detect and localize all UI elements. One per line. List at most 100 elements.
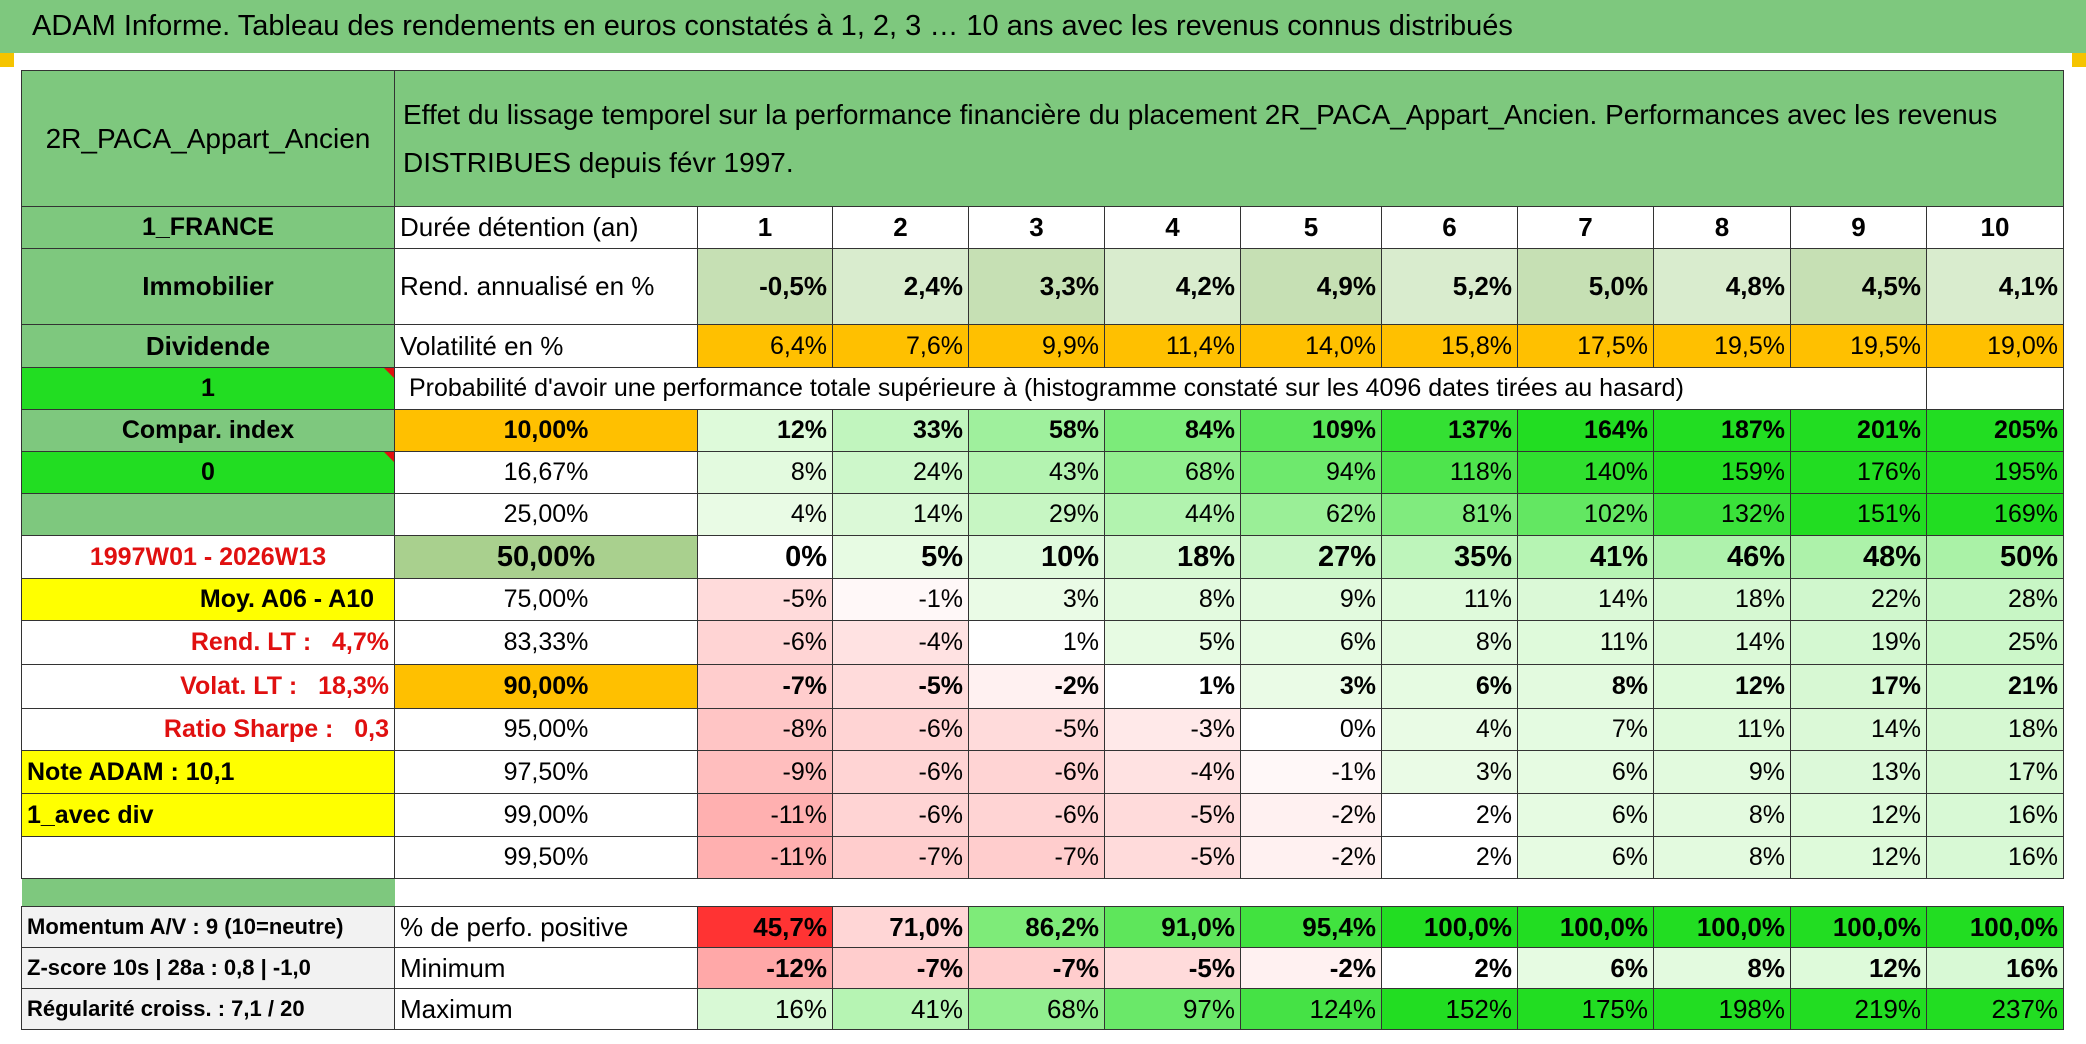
quantile-label: 75,00% <box>394 578 698 621</box>
quantile-value: -2% <box>1240 793 1382 837</box>
bottom-value: 175% <box>1517 988 1654 1030</box>
year-header: 5 <box>1240 206 1382 249</box>
quantile-value: -5% <box>697 578 833 621</box>
bottom-value: -7% <box>968 947 1105 989</box>
rend-label: Rend. annualisé en % <box>394 248 698 325</box>
quantile-value: -11% <box>697 836 833 879</box>
quantile-value: 6% <box>1517 750 1654 794</box>
regularite: Régularité croiss. : 7,1 / 20 <box>21 988 395 1030</box>
quantile-value: 44% <box>1104 493 1241 536</box>
corner-marker-left <box>0 53 14 67</box>
bottom-value: 71,0% <box>832 906 969 948</box>
quantile-value: 4% <box>1381 708 1518 751</box>
year-header: 7 <box>1517 206 1654 249</box>
quantile-value: -7% <box>832 836 969 879</box>
bottom-value: 219% <box>1790 988 1927 1030</box>
quantile-value: 187% <box>1653 409 1791 452</box>
rend-value: 4,9% <box>1240 248 1382 325</box>
bottom-label: Minimum <box>394 947 698 989</box>
quantile-value: 13% <box>1790 750 1927 794</box>
avec-div: 1_avec div <box>21 793 395 837</box>
volat-label: Volatilité en % <box>394 324 698 368</box>
quantile-value: 10% <box>968 535 1105 579</box>
quantile-label: 99,50% <box>394 836 698 879</box>
quantile-value: 140% <box>1517 451 1654 494</box>
quantile-value: 195% <box>1926 451 2064 494</box>
bottom-value: -5% <box>1104 947 1241 989</box>
quantile-value: 6% <box>1517 793 1654 837</box>
quantile-value: -6% <box>968 750 1105 794</box>
sharpe: Ratio Sharpe : 0,3 <box>21 708 395 751</box>
rend-value: 5,0% <box>1517 248 1654 325</box>
volat-value: 15,8% <box>1381 324 1518 368</box>
note-adam: Note ADAM : 10,1 <box>21 750 395 794</box>
quantile-value: 7% <box>1517 708 1654 751</box>
quantile-value: 8% <box>1517 664 1654 709</box>
quantile-value: -9% <box>697 750 833 794</box>
quantile-value: 94% <box>1240 451 1382 494</box>
quantile-value: 21% <box>1926 664 2064 709</box>
quantile-value: 205% <box>1926 409 2064 452</box>
quantile-label: 25,00% <box>394 493 698 536</box>
quantile-value: 151% <box>1790 493 1927 536</box>
quantile-value: 109% <box>1240 409 1382 452</box>
volat-value: 14,0% <box>1240 324 1382 368</box>
quantile-value: -4% <box>832 620 969 665</box>
quantile-value: -11% <box>697 793 833 837</box>
quantile-value: 43% <box>968 451 1105 494</box>
bottom-value: 100,0% <box>1653 906 1791 948</box>
quantile-value: 2% <box>1381 836 1518 879</box>
quantile-value: 48% <box>1790 535 1927 579</box>
quantile-value: 14% <box>1517 578 1654 621</box>
volat-value: 9,9% <box>968 324 1105 368</box>
quantile-label: 99,00% <box>394 793 698 837</box>
quantile-value: -5% <box>1104 836 1241 879</box>
quantile-value: 17% <box>1790 664 1927 709</box>
quantile-value: 6% <box>1381 664 1518 709</box>
bottom-value: 45,7% <box>697 906 833 948</box>
bottom-label: Maximum <box>394 988 698 1030</box>
quantile-value: 12% <box>1790 836 1927 879</box>
bottom-value: 100,0% <box>1517 906 1654 948</box>
quantile-label: 16,67% <box>394 451 698 494</box>
quantile-label: 50,00% <box>394 535 698 579</box>
year-header: 6 <box>1381 206 1518 249</box>
table-description: Effet du lissage temporel sur la perform… <box>394 70 2064 207</box>
volat-lt-value: 18,3% <box>318 672 389 700</box>
rend-value: 4,2% <box>1104 248 1241 325</box>
flag-one: 1 <box>21 367 395 410</box>
quantile-value: 169% <box>1926 493 2064 536</box>
quantile-value: 102% <box>1517 493 1654 536</box>
quantile-value: 28% <box>1926 578 2064 621</box>
quantile-value: 9% <box>1240 578 1382 621</box>
momentum: Momentum A/V : 9 (10=neutre) <box>21 906 395 948</box>
quantile-value: -6% <box>832 793 969 837</box>
quantile-value: 84% <box>1104 409 1241 452</box>
quantile-label: 83,33% <box>394 620 698 665</box>
quantile-value: -1% <box>1240 750 1382 794</box>
quantile-value: 164% <box>1517 409 1654 452</box>
volat-value: 19,5% <box>1790 324 1927 368</box>
quantile-value: 8% <box>1104 578 1241 621</box>
quantile-value: 29% <box>968 493 1105 536</box>
quantile-value: -8% <box>697 708 833 751</box>
quantile-value: 17% <box>1926 750 2064 794</box>
volat-value: 6,4% <box>697 324 833 368</box>
quantile-value: 132% <box>1653 493 1791 536</box>
quantile-value: 6% <box>1240 620 1382 665</box>
bottom-value: 86,2% <box>968 906 1105 948</box>
quantile-value: 19% <box>1790 620 1927 665</box>
quantile-value: 8% <box>1381 620 1518 665</box>
duration-label: Durée détention (an) <box>394 206 698 249</box>
income-label: Dividende <box>21 324 395 368</box>
quantile-value: 3% <box>968 578 1105 621</box>
rend-lt-label: Rend. LT : <box>190 628 312 656</box>
quantile-value: 14% <box>832 493 969 536</box>
corner-marker-right <box>2072 53 2086 67</box>
year-header: 3 <box>968 206 1105 249</box>
bottom-label: % de perfo. positive <box>394 906 698 948</box>
bottom-value: 12% <box>1790 947 1927 989</box>
quantile-value: 11% <box>1653 708 1791 751</box>
bottom-value: 41% <box>832 988 969 1030</box>
empty-cell <box>21 836 395 879</box>
